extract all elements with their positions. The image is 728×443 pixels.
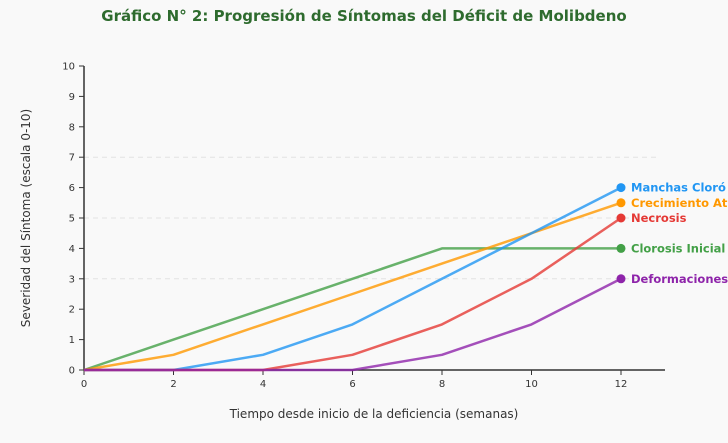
y-tick-label: 0 (69, 366, 75, 377)
x-tick-label: 6 (349, 379, 355, 390)
y-tick-label: 1 (69, 335, 75, 346)
y-tick-label: 6 (69, 183, 75, 194)
x-tick-label: 2 (170, 379, 176, 390)
chart-title: Gráfico N° 2: Progresión de Síntomas del… (101, 7, 627, 25)
series-end-marker (616, 213, 626, 223)
series-end-marker (616, 243, 626, 253)
series-line-4 (84, 277, 622, 372)
y-tick-label: 10 (62, 62, 75, 73)
x-tick-label: 12 (615, 379, 628, 390)
y-tick-label: 9 (69, 92, 75, 103)
series-line-3 (83, 247, 621, 372)
x-tick-label: 8 (439, 379, 445, 390)
x-axis-label: Tiempo desde inicio de la deficiencia (s… (229, 407, 519, 421)
x-tick-label: 0 (81, 379, 87, 390)
series-end-marker (616, 274, 626, 284)
y-tick-label: 8 (69, 122, 75, 133)
series-label: Clorosis Inicial (631, 241, 725, 255)
x-tick-label: 4 (260, 379, 266, 390)
y-axis-label: Severidad del Síntoma (escala 0-10) (19, 109, 33, 327)
y-tick-label: 7 (69, 153, 75, 164)
y-tick-label: 3 (69, 274, 75, 285)
series-label: Deformaciones (631, 272, 728, 286)
series-label: Necrosis (631, 211, 687, 225)
series-label: Crecimiento At (631, 196, 728, 210)
series-end-marker (616, 198, 626, 208)
series-label: Manchas Cloró (631, 181, 726, 195)
y-tick-label: 4 (69, 244, 75, 255)
x-tick-label: 10 (525, 379, 538, 390)
series-end-marker (616, 183, 626, 193)
y-tick-label: 5 (69, 214, 75, 225)
y-tick-label: 2 (69, 305, 75, 316)
